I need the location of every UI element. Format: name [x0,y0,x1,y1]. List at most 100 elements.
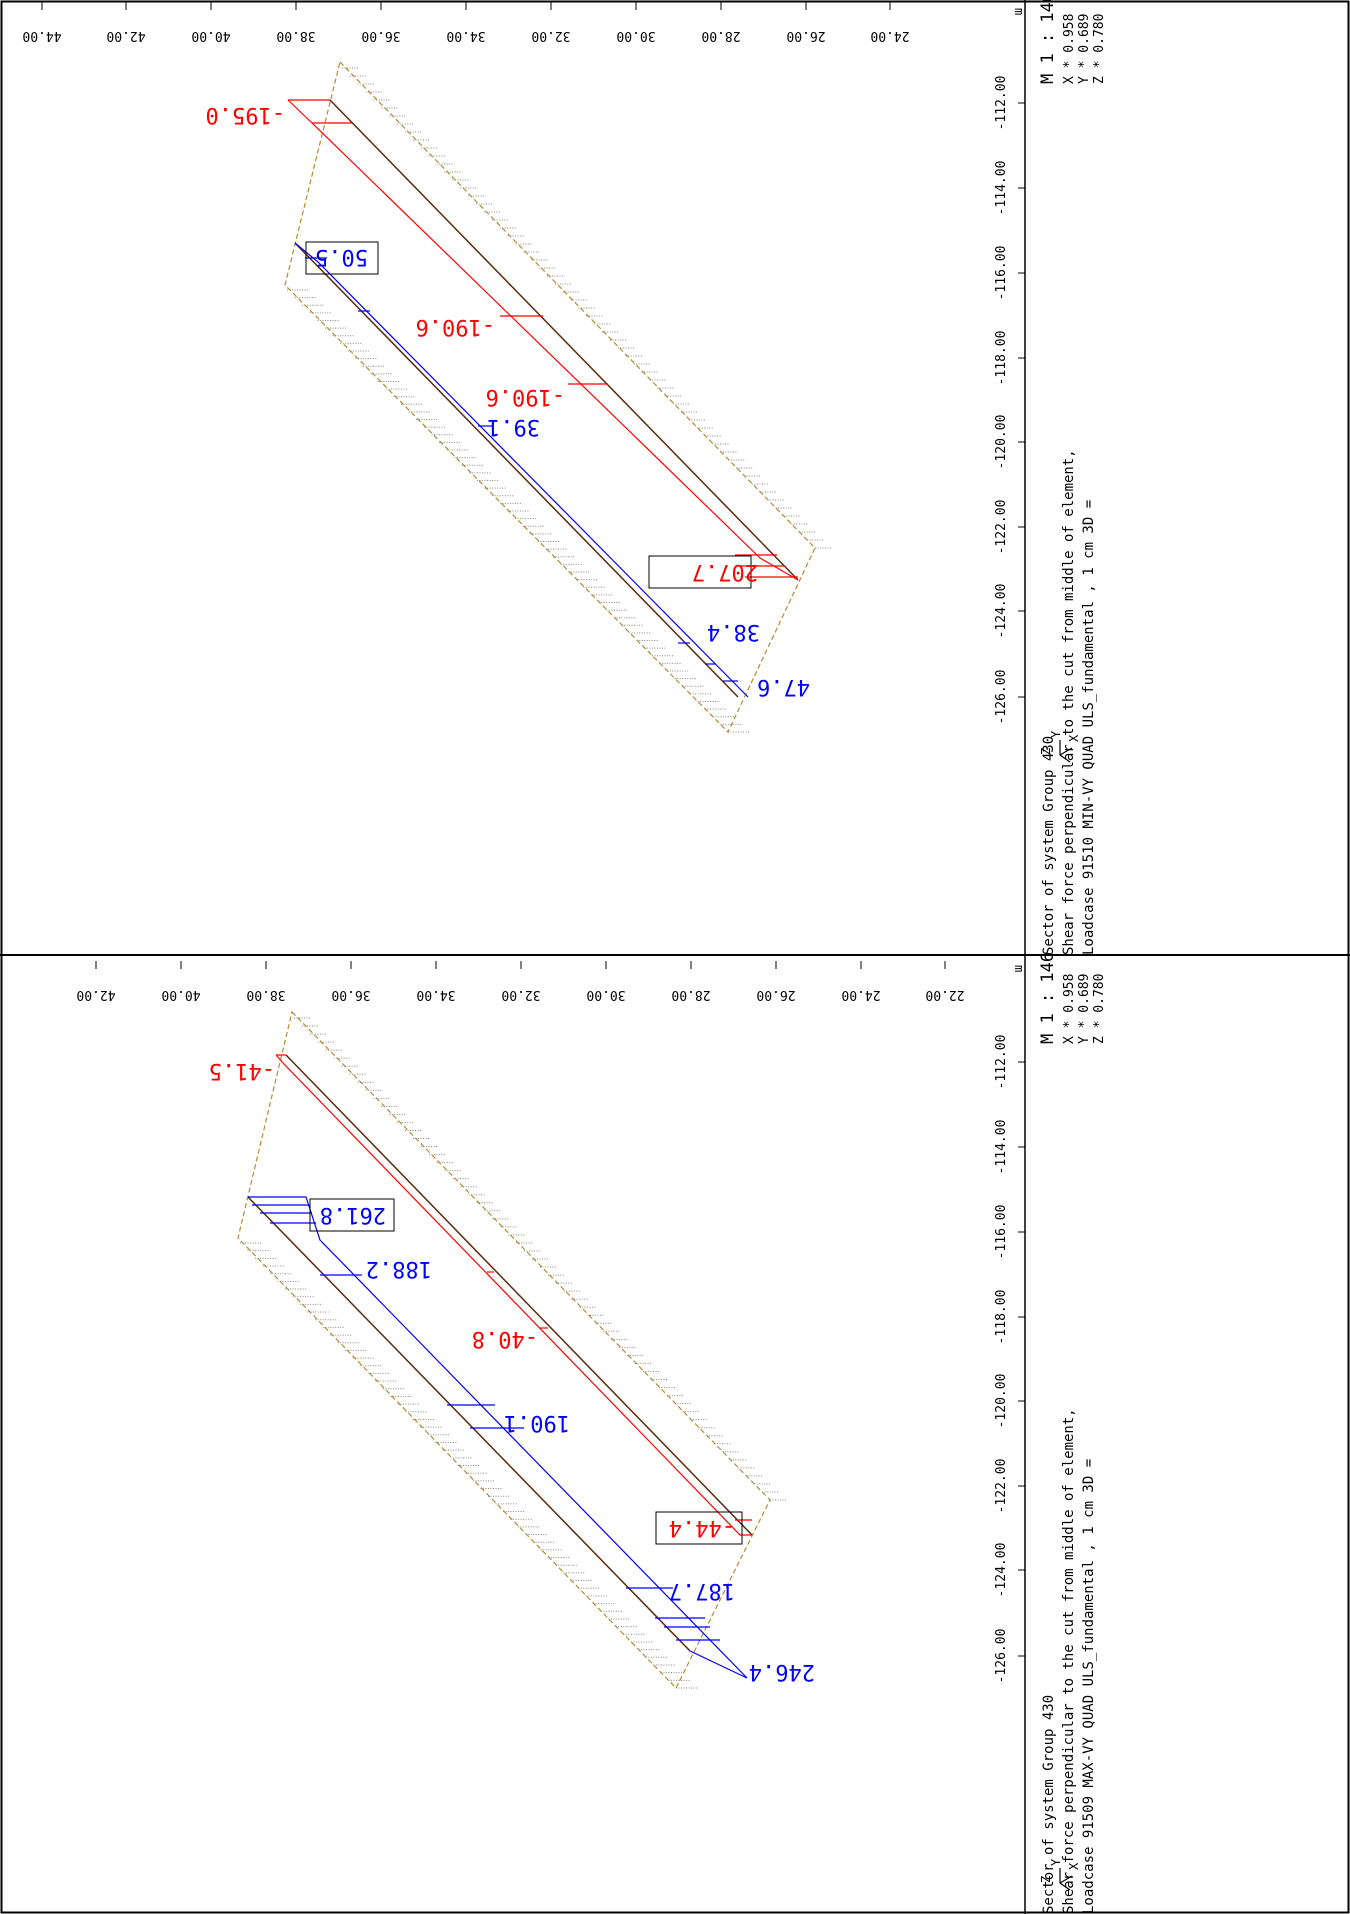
bottom-scale: M 1 : 146 [1038,952,1058,1044]
top-red-label-2: -190.6 [416,314,495,339]
x-tick-label: -124.00 [994,1543,1009,1598]
bottom-factor-y: Y * 0.689 [1077,974,1092,1044]
y-tick-label: 28.00 [671,987,710,1002]
top-axis-triad [1059,740,1073,763]
bottom-loadcase: Loadcase 91509 MAX-VY QUAD ULS_fundament… [1081,1459,1097,1914]
bottom-subtitle: Shear force perpendicular to the cut fro… [1061,1408,1077,1914]
top-title: Sector of system Group 430 [1041,736,1057,955]
bottom-y-tick-labels: 22.00 24.00 26.00 28.00 30.00 32.00 34.00 36.00… [76,961,965,1002]
top-factor-z: Z * 0.780 [1092,14,1107,84]
x-tick-label: -126.00 [994,1629,1009,1684]
bottom-axis-x: X [1067,1862,1081,1870]
y-tick-label: 24.00 [870,28,909,43]
y-tick-label: 34.00 [416,987,455,1002]
top-red-label-4: 207.7 [692,559,758,584]
bottom-blue-label-4: 187.7 [669,1578,735,1603]
top-label-box-left [305,241,379,275]
top-blue-shear-diagram [294,242,749,698]
top-red-shear-diagram [287,99,799,581]
bottom-axis-triad [1059,1868,1073,1891]
x-tick-label: -114.00 [994,1120,1009,1175]
y-tick-label: 34.00 [446,28,485,43]
x-tick-label: -116.00 [994,246,1009,301]
bottom-blue-label-5: 246.4 [749,1659,815,1684]
bottom-red-shear-diagram [275,1054,752,1536]
top-element-edge-lower [294,242,739,698]
top-scale: M 1 : 146 [1038,0,1058,84]
bottom-support-hatching [240,1017,786,1689]
y-tick-label: 38.00 [276,28,315,43]
top-x-tick-labels: -112.00 -114.00 -116.00 -118.00 -120.00 -122.… [994,76,1025,725]
x-tick-label: -118.00 [994,331,1009,386]
bottom-factor-z: Z * 0.780 [1092,974,1107,1044]
y-tick-label: 24.00 [841,987,880,1002]
y-tick-label: 44.00 [22,28,61,43]
y-tick-label: 32.00 [531,28,570,43]
x-tick-label: -122.00 [994,1459,1009,1514]
x-tick-label: -114.00 [994,161,1009,216]
top-blue-label-2: 39.1 [487,414,540,439]
y-tick-label: 22.00 [925,987,964,1002]
x-tick-label: -118.00 [994,1290,1009,1345]
bottom-title: Sector of system Group 430 [1041,1695,1057,1914]
bottom-blue-label-3: 190.1 [504,1410,570,1435]
y-tick-label: 42.00 [106,28,145,43]
top-red-label-1: -195.0 [206,102,285,127]
top-axis-x: X [1067,734,1081,742]
top-factor-y: Y * 0.689 [1077,14,1092,84]
y-tick-label: 26.00 [786,28,825,43]
bottom-element-edge-upper [285,1054,753,1536]
y-tick-label: 42.00 [76,987,115,1002]
panel-top: Sector of system Group 430 Shear force p… [22,0,1107,955]
x-tick-label: -122.00 [994,500,1009,555]
top-element-edge-upper [329,99,799,581]
y-tick-label: 32.00 [501,987,540,1002]
bottom-blue-label-2: 188.2 [366,1256,432,1281]
y-tick-label: 38.00 [246,987,285,1002]
bottom-info-block: Sector of system Group 430 Shear force p… [1012,952,1107,1914]
bottom-label-box-right [655,1511,743,1545]
y-tick-label: 40.00 [191,28,230,43]
bottom-label-box-left [309,1198,395,1232]
top-axis-z: Z [1039,748,1053,755]
top-label-box-right [648,555,752,589]
x-tick-label: -124.00 [994,584,1009,639]
bottom-axis-z: Z [1039,1876,1053,1883]
y-tick-label: 30.00 [616,28,655,43]
top-subtitle: Shear force perpendicular to the cut fro… [1061,449,1077,955]
top-blue-label-4: 47.6 [757,674,810,699]
y-tick-label: 28.00 [701,28,740,43]
top-blue-label-3: 38.4 [707,619,760,644]
top-support-hatching [287,67,831,733]
bottom-unit: m [1012,965,1026,972]
y-tick-label: 40.00 [161,987,200,1002]
bottom-axis-y: Y [1049,1858,1063,1866]
bottom-red-label-1: -41.5 [209,1058,275,1083]
top-info-block: Sector of system Group 430 Shear force p… [1012,0,1107,955]
top-loadcase: Loadcase 91510 MIN-VY QUAD ULS_fundament… [1081,500,1097,955]
x-tick-label: -120.00 [994,1374,1009,1429]
top-red-label-3: -190.6 [486,384,565,409]
x-tick-label: -116.00 [994,1205,1009,1260]
top-y-tick-labels: 24.00 26.00 28.00 30.00 32.00 34.00 36.00 38.00… [22,2,910,43]
top-factor-x: X * 0.958 [1062,14,1077,84]
top-blue-label-1: 50.5 [315,244,368,269]
bottom-factor-x: X * 0.958 [1062,974,1077,1044]
bottom-red-label-2: -40.8 [472,1326,538,1351]
x-tick-label: -112.00 [994,1035,1009,1090]
bottom-element-edge-lower [247,1196,691,1652]
top-axis-y: Y [1049,730,1063,738]
x-tick-label: -126.00 [994,670,1009,725]
x-tick-label: -112.00 [994,76,1009,131]
y-tick-label: 30.00 [586,987,625,1002]
bottom-red-label-3: -44.4 [669,1515,735,1540]
x-tick-label: -120.00 [994,415,1009,470]
top-unit: m [1012,8,1026,15]
y-tick-label: 36.00 [361,28,400,43]
bottom-blue-shear-diagram [248,1196,748,1679]
y-tick-label: 26.00 [756,987,795,1002]
bottom-x-tick-labels: -112.00 -114.00 -116.00 -118.00 -120.00 -122.… [994,1035,1025,1684]
y-tick-label: 36.00 [331,987,370,1002]
